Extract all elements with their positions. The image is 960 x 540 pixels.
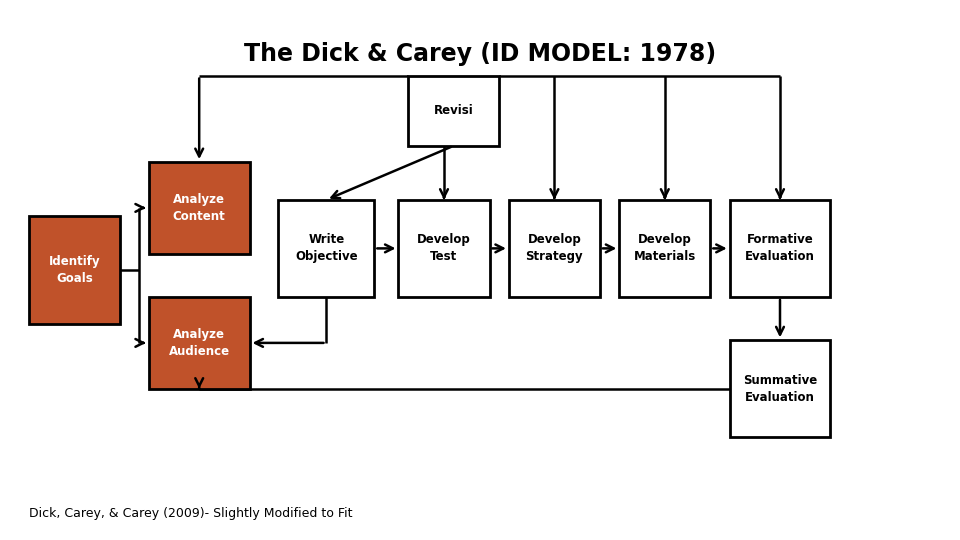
FancyBboxPatch shape bbox=[278, 200, 374, 297]
Text: Summative
Evaluation: Summative Evaluation bbox=[743, 374, 817, 404]
FancyBboxPatch shape bbox=[398, 200, 490, 297]
FancyBboxPatch shape bbox=[619, 200, 710, 297]
Text: Revisi: Revisi bbox=[434, 104, 473, 117]
FancyBboxPatch shape bbox=[730, 200, 830, 297]
Text: Formative
Evaluation: Formative Evaluation bbox=[745, 233, 815, 264]
Text: Develop
Strategy: Develop Strategy bbox=[525, 233, 584, 264]
Text: Analyze
Content: Analyze Content bbox=[173, 193, 226, 223]
Text: The Dick & Carey (ID MODEL: 1978): The Dick & Carey (ID MODEL: 1978) bbox=[244, 42, 716, 66]
Text: Write
Objective: Write Objective bbox=[295, 233, 358, 264]
FancyBboxPatch shape bbox=[29, 216, 120, 324]
Text: Develop
Materials: Develop Materials bbox=[634, 233, 696, 264]
Text: Analyze
Audience: Analyze Audience bbox=[169, 328, 229, 358]
FancyBboxPatch shape bbox=[149, 297, 250, 389]
FancyBboxPatch shape bbox=[509, 200, 600, 297]
Text: Identify
Goals: Identify Goals bbox=[49, 255, 100, 285]
Text: Develop
Test: Develop Test bbox=[418, 233, 470, 264]
FancyBboxPatch shape bbox=[408, 76, 499, 146]
Text: Dick, Carey, & Carey (2009)- Slightly Modified to Fit: Dick, Carey, & Carey (2009)- Slightly Mo… bbox=[29, 507, 352, 519]
FancyBboxPatch shape bbox=[730, 340, 830, 437]
FancyBboxPatch shape bbox=[149, 162, 250, 254]
